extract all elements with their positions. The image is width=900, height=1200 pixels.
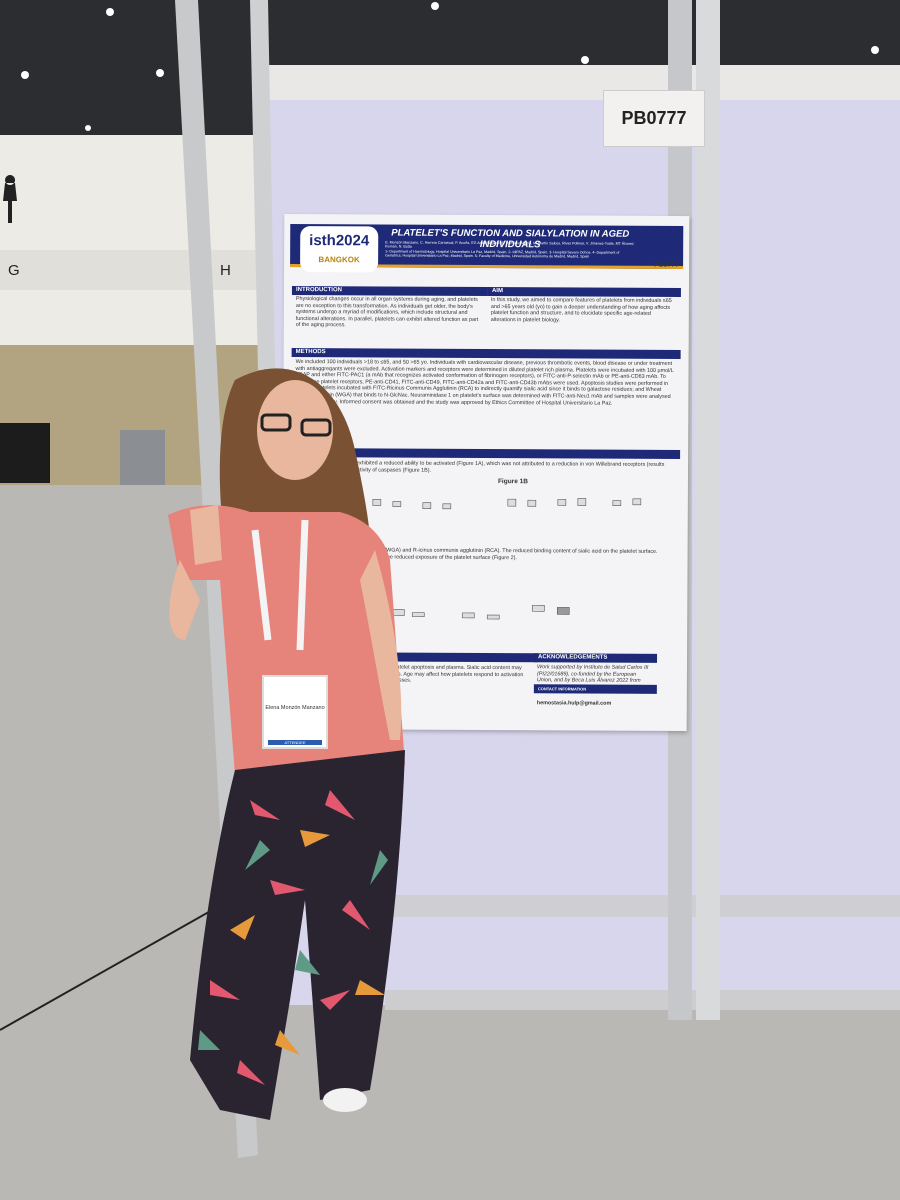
hand [190, 505, 222, 565]
figures [486, 614, 500, 620]
wall-band [0, 250, 280, 290]
area-sign: G [8, 262, 20, 279]
foreground [300, 830, 330, 847]
pants-pattern [250, 800, 280, 820]
glasses [260, 413, 292, 432]
pants-pattern [320, 990, 350, 1010]
figures [556, 607, 570, 615]
foreground [275, 1030, 300, 1055]
foreground [355, 980, 385, 995]
foreground [230, 915, 255, 940]
lanyard [251, 519, 309, 651]
wall [0, 135, 280, 350]
arm [169, 560, 200, 640]
figures [461, 612, 475, 619]
arm [360, 550, 402, 740]
doorway [120, 430, 165, 485]
pants-pattern [237, 1060, 265, 1085]
figures [392, 501, 402, 507]
floor-line [0, 899, 231, 1031]
ceiling-light [85, 125, 91, 131]
pants [190, 750, 405, 1120]
area-sign: H [220, 262, 231, 279]
restroom-icon [3, 175, 17, 223]
badge-name: Elena Monzón Manzano [265, 705, 325, 711]
foreground [370, 850, 388, 885]
figures [507, 498, 517, 507]
ceiling-light [21, 71, 29, 79]
poster: isth2024 BANGKOK PLATELET'S FUNCTION AND … [281, 213, 690, 732]
foreground [198, 840, 388, 1050]
ceiling-light [106, 8, 114, 16]
pants-pattern [325, 790, 355, 820]
figures [411, 612, 425, 617]
pants-pattern [342, 900, 370, 930]
aluminium-pole [696, 0, 720, 1020]
aluminium-pole [250, 0, 275, 370]
figures [632, 498, 642, 506]
board-rail [385, 990, 900, 1010]
pants-pattern [210, 790, 370, 1085]
figures [577, 498, 587, 506]
face [257, 380, 333, 480]
foreground [245, 840, 270, 870]
ceiling-light [581, 56, 589, 64]
foreground [230, 830, 385, 1055]
figures [527, 499, 537, 507]
pants-pattern [270, 880, 305, 895]
ceiling-light [156, 69, 164, 77]
figures [531, 604, 545, 612]
board-rail [268, 65, 900, 100]
figures [372, 498, 642, 620]
ceiling-light [431, 2, 439, 10]
foreground [295, 950, 320, 975]
figures [442, 503, 452, 510]
figures [557, 499, 567, 506]
badge-role: ATTENDEE [268, 740, 322, 745]
pants-pattern [210, 980, 240, 1000]
foreground [198, 1030, 220, 1050]
figures [422, 502, 432, 510]
shirt [168, 505, 405, 775]
glasses [300, 418, 332, 437]
shoe [323, 1088, 367, 1112]
board-rail [385, 895, 900, 917]
figures [612, 500, 622, 507]
far-booth [0, 423, 50, 483]
figures [372, 499, 382, 506]
figures [372, 498, 642, 620]
ceiling-light [871, 46, 879, 54]
badge: Elena Monzón Manzano ATTENDEE [262, 675, 328, 749]
board-label: PB0777 [603, 90, 705, 147]
